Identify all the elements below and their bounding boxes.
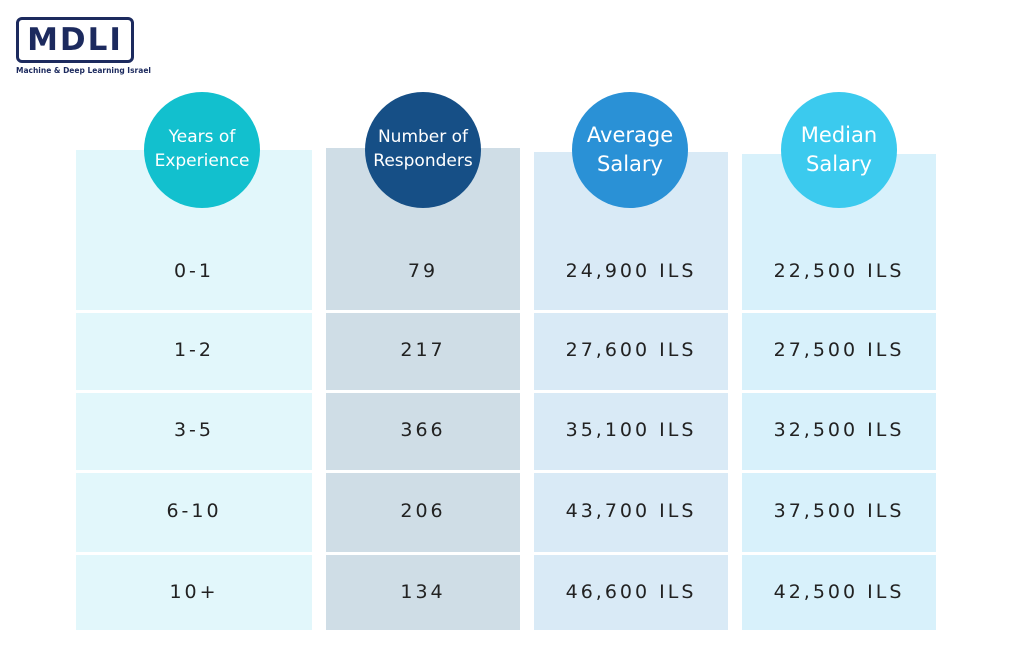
column-average: 24,900 ILS 27,600 ILS 35,100 ILS 43,700 ILS… bbox=[534, 152, 728, 630]
row-divider bbox=[326, 552, 520, 555]
cell-responders: 217 bbox=[400, 339, 446, 361]
header-line: Average bbox=[586, 122, 674, 147]
row-divider bbox=[742, 310, 936, 313]
row-divider bbox=[534, 552, 728, 555]
cell-median: 27,500 ILS bbox=[773, 339, 905, 361]
cell-median: 32,500 ILS bbox=[773, 419, 905, 441]
logo-subtitle: Machine & Deep Learning Israel bbox=[16, 66, 151, 75]
row-divider bbox=[76, 390, 312, 393]
header-line: Years of bbox=[168, 127, 236, 148]
cell-average: 46,600 ILS bbox=[565, 581, 697, 603]
header-median: Median Salary bbox=[781, 92, 897, 208]
mdli-logo: MDLI Machine & Deep Learning Israel bbox=[16, 17, 151, 75]
row-divider bbox=[76, 470, 312, 473]
row-divider bbox=[534, 310, 728, 313]
column-responders: 79 217 366 206 134 bbox=[326, 148, 520, 630]
header-line: Salary bbox=[597, 152, 663, 176]
row-divider bbox=[326, 310, 520, 313]
header-line: Responders bbox=[373, 151, 473, 171]
header-responders: Number of Responders bbox=[365, 92, 481, 208]
header-line: Number of bbox=[377, 127, 469, 148]
cell-average: 27,600 ILS bbox=[565, 339, 697, 361]
cell-average: 35,100 ILS bbox=[565, 419, 697, 441]
header-average: Average Salary bbox=[572, 92, 688, 208]
row-divider bbox=[326, 470, 520, 473]
cell-average: 43,700 ILS bbox=[565, 500, 697, 522]
cell-responders: 134 bbox=[400, 581, 446, 603]
column-median: 22,500 ILS 27,500 ILS 32,500 ILS 37,500 ILS… bbox=[742, 154, 936, 630]
cell-years: 1-2 bbox=[173, 339, 215, 361]
cell-responders: 79 bbox=[407, 260, 439, 282]
header-years: Years of Experience bbox=[144, 92, 260, 208]
column-years: 0-1 1-2 3-5 6-10 10+ bbox=[76, 150, 312, 630]
row-divider bbox=[534, 390, 728, 393]
row-divider bbox=[76, 310, 312, 313]
row-divider bbox=[326, 390, 520, 393]
cell-years: 0-1 bbox=[173, 260, 215, 282]
cell-median: 42,500 ILS bbox=[773, 581, 905, 603]
cell-median: 22,500 ILS bbox=[773, 260, 905, 282]
logo-mark: MDLI bbox=[16, 17, 134, 63]
cell-years: 3-5 bbox=[173, 419, 215, 441]
cell-responders: 206 bbox=[400, 500, 446, 522]
row-divider bbox=[534, 470, 728, 473]
header-line: Median bbox=[800, 122, 878, 147]
cell-years: 6-10 bbox=[166, 500, 222, 522]
row-divider bbox=[76, 552, 312, 555]
cell-responders: 366 bbox=[400, 419, 446, 441]
cell-average: 24,900 ILS bbox=[565, 260, 697, 282]
header-line: Experience bbox=[154, 151, 250, 171]
cell-median: 37,500 ILS bbox=[773, 500, 905, 522]
row-divider bbox=[742, 470, 936, 473]
row-divider bbox=[742, 390, 936, 393]
column-fill bbox=[326, 148, 520, 630]
row-divider bbox=[742, 552, 936, 555]
header-line: Salary bbox=[806, 152, 872, 176]
cell-years: 10+ bbox=[169, 581, 219, 603]
